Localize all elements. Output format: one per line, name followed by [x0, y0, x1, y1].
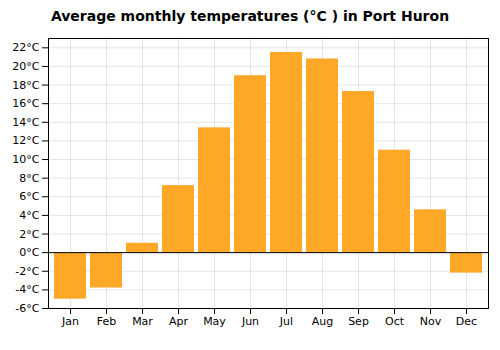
svg-text:Nov: Nov	[420, 315, 442, 328]
svg-text:4°C: 4°C	[19, 209, 39, 222]
svg-text:Sep: Sep	[348, 315, 369, 328]
svg-text:Dec: Dec	[456, 315, 477, 328]
svg-text:18°C: 18°C	[12, 79, 39, 92]
svg-text:2°C: 2°C	[19, 228, 39, 241]
svg-text:16°C: 16°C	[12, 97, 39, 110]
svg-text:-4°C: -4°C	[15, 283, 39, 296]
svg-text:22°C: 22°C	[12, 41, 39, 54]
svg-text:-6°C: -6°C	[15, 302, 39, 315]
svg-text:Apr: Apr	[169, 315, 189, 328]
svg-text:8°C: 8°C	[19, 172, 39, 185]
svg-text:Mar: Mar	[132, 315, 153, 328]
svg-text:6°C: 6°C	[19, 190, 39, 203]
svg-text:14°C: 14°C	[12, 116, 39, 129]
svg-text:12°C: 12°C	[12, 134, 39, 147]
svg-text:Jul: Jul	[279, 315, 293, 328]
svg-text:Jan: Jan	[61, 315, 79, 328]
svg-text:Feb: Feb	[97, 315, 116, 328]
svg-text:-2°C: -2°C	[15, 265, 39, 278]
svg-text:20°C: 20°C	[12, 60, 39, 73]
svg-text:Jun: Jun	[241, 315, 259, 328]
svg-text:0°C: 0°C	[19, 246, 39, 259]
svg-text:Oct: Oct	[385, 315, 405, 328]
html-text:Average monthly temperatures (: Average monthly temperatures (°C ) in Po…	[50, 8, 450, 24]
svg-text:May: May	[203, 315, 226, 328]
svg-text:Aug: Aug	[312, 315, 333, 328]
svg-text:10°C: 10°C	[12, 153, 39, 166]
